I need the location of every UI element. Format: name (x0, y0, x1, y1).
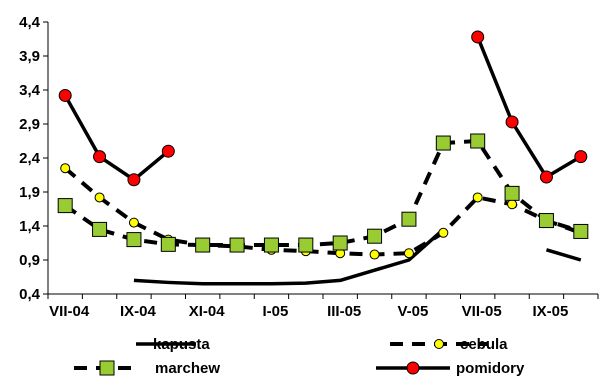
legend: kapusta cebula marchew pomidory (74, 336, 525, 377)
legend-item-kapusta: kapusta (136, 336, 210, 353)
data-point-pomidory (505, 115, 519, 129)
y-axis: 0,4 0,9 1,4 1,9 2,4 2,9 3,4 3,9 4,4 (19, 14, 49, 303)
x-tick-label: XI-04 (189, 303, 226, 320)
data-point-pomidory (574, 150, 588, 164)
legend-label-pomidory: pomidory (456, 360, 525, 377)
legend-label-kapusta: kapusta (153, 336, 210, 353)
series-pomidory (58, 30, 588, 187)
y-tick-label: 3,9 (19, 48, 40, 65)
x-tick-label: IX-04 (120, 303, 157, 320)
legend-item-pomidory: pomidory (376, 360, 525, 377)
data-point-marchew (470, 133, 486, 149)
data-point-marchew (195, 237, 211, 253)
y-tick-label: 0,4 (19, 286, 41, 303)
y-tick-label: 3,4 (19, 82, 41, 99)
y-tick-label: 0,9 (19, 252, 40, 269)
data-point-marchew (435, 135, 451, 151)
legend-item-marchew: marchew (74, 360, 220, 377)
data-point-marchew (538, 213, 554, 229)
y-tick-label: 2,9 (19, 116, 40, 133)
data-point-marchew (573, 223, 589, 239)
legend-item-cebula: cebula (390, 336, 508, 353)
data-point-marchew (160, 236, 176, 252)
series-line-marchew (64, 139, 582, 248)
series-line-cebula (63, 166, 582, 257)
series-kapusta (133, 228, 582, 286)
legend-marker-cebula (434, 339, 444, 349)
data-point-pomidory (539, 170, 553, 184)
data-point-pomidory (58, 88, 72, 102)
data-point-cebula (60, 163, 71, 174)
legend-label-marchew: marchew (155, 360, 220, 377)
data-point-cebula (472, 192, 483, 203)
data-point-pomidory (93, 150, 107, 164)
series-line-pomidory (63, 94, 170, 182)
data-point-cebula (403, 248, 414, 259)
x-tick-label: VII-04 (49, 303, 90, 320)
series-line-kapusta (545, 248, 582, 262)
data-point-cebula (507, 199, 518, 210)
series-marchew (57, 133, 589, 253)
data-point-cebula (438, 227, 449, 238)
data-point-cebula (369, 249, 380, 260)
data-point-marchew (126, 232, 142, 248)
x-tick-label: V-05 (398, 303, 429, 320)
series-line-kapusta (133, 228, 445, 286)
x-tick-label: VII-05 (462, 303, 502, 320)
legend-marker-pomidory (406, 361, 420, 375)
x-tick-label: IX-05 (533, 303, 569, 320)
data-point-marchew (57, 198, 73, 214)
data-point-cebula (128, 217, 139, 228)
x-tick-label: III-05 (327, 303, 361, 320)
legend-label-cebula: cebula (460, 336, 508, 353)
plot-area (57, 30, 589, 286)
data-point-marchew (263, 237, 279, 253)
data-point-pomidory (471, 30, 485, 44)
data-point-marchew (298, 237, 314, 253)
data-point-cebula (94, 192, 105, 203)
data-point-pomidory (161, 144, 175, 158)
y-tick-label: 1,4 (19, 218, 41, 235)
y-tick-label: 2,4 (19, 150, 41, 167)
data-point-marchew (229, 237, 245, 253)
data-point-marchew (92, 221, 108, 237)
series-line-pomidory (476, 36, 582, 179)
data-point-marchew (367, 228, 383, 244)
data-point-pomidory (127, 173, 141, 187)
x-axis: VII-04 IX-04 XI-04 I-05 III-05 V-05 VII-05 IX-0… (47, 293, 599, 320)
legend-marker-marchew (99, 360, 115, 376)
x-tick-label: I-05 (263, 303, 289, 320)
y-tick-label: 4,4 (19, 14, 41, 31)
data-point-marchew (332, 235, 348, 251)
y-tick-label: 1,9 (19, 184, 40, 201)
data-point-marchew (401, 211, 417, 227)
data-point-marchew (504, 185, 520, 201)
